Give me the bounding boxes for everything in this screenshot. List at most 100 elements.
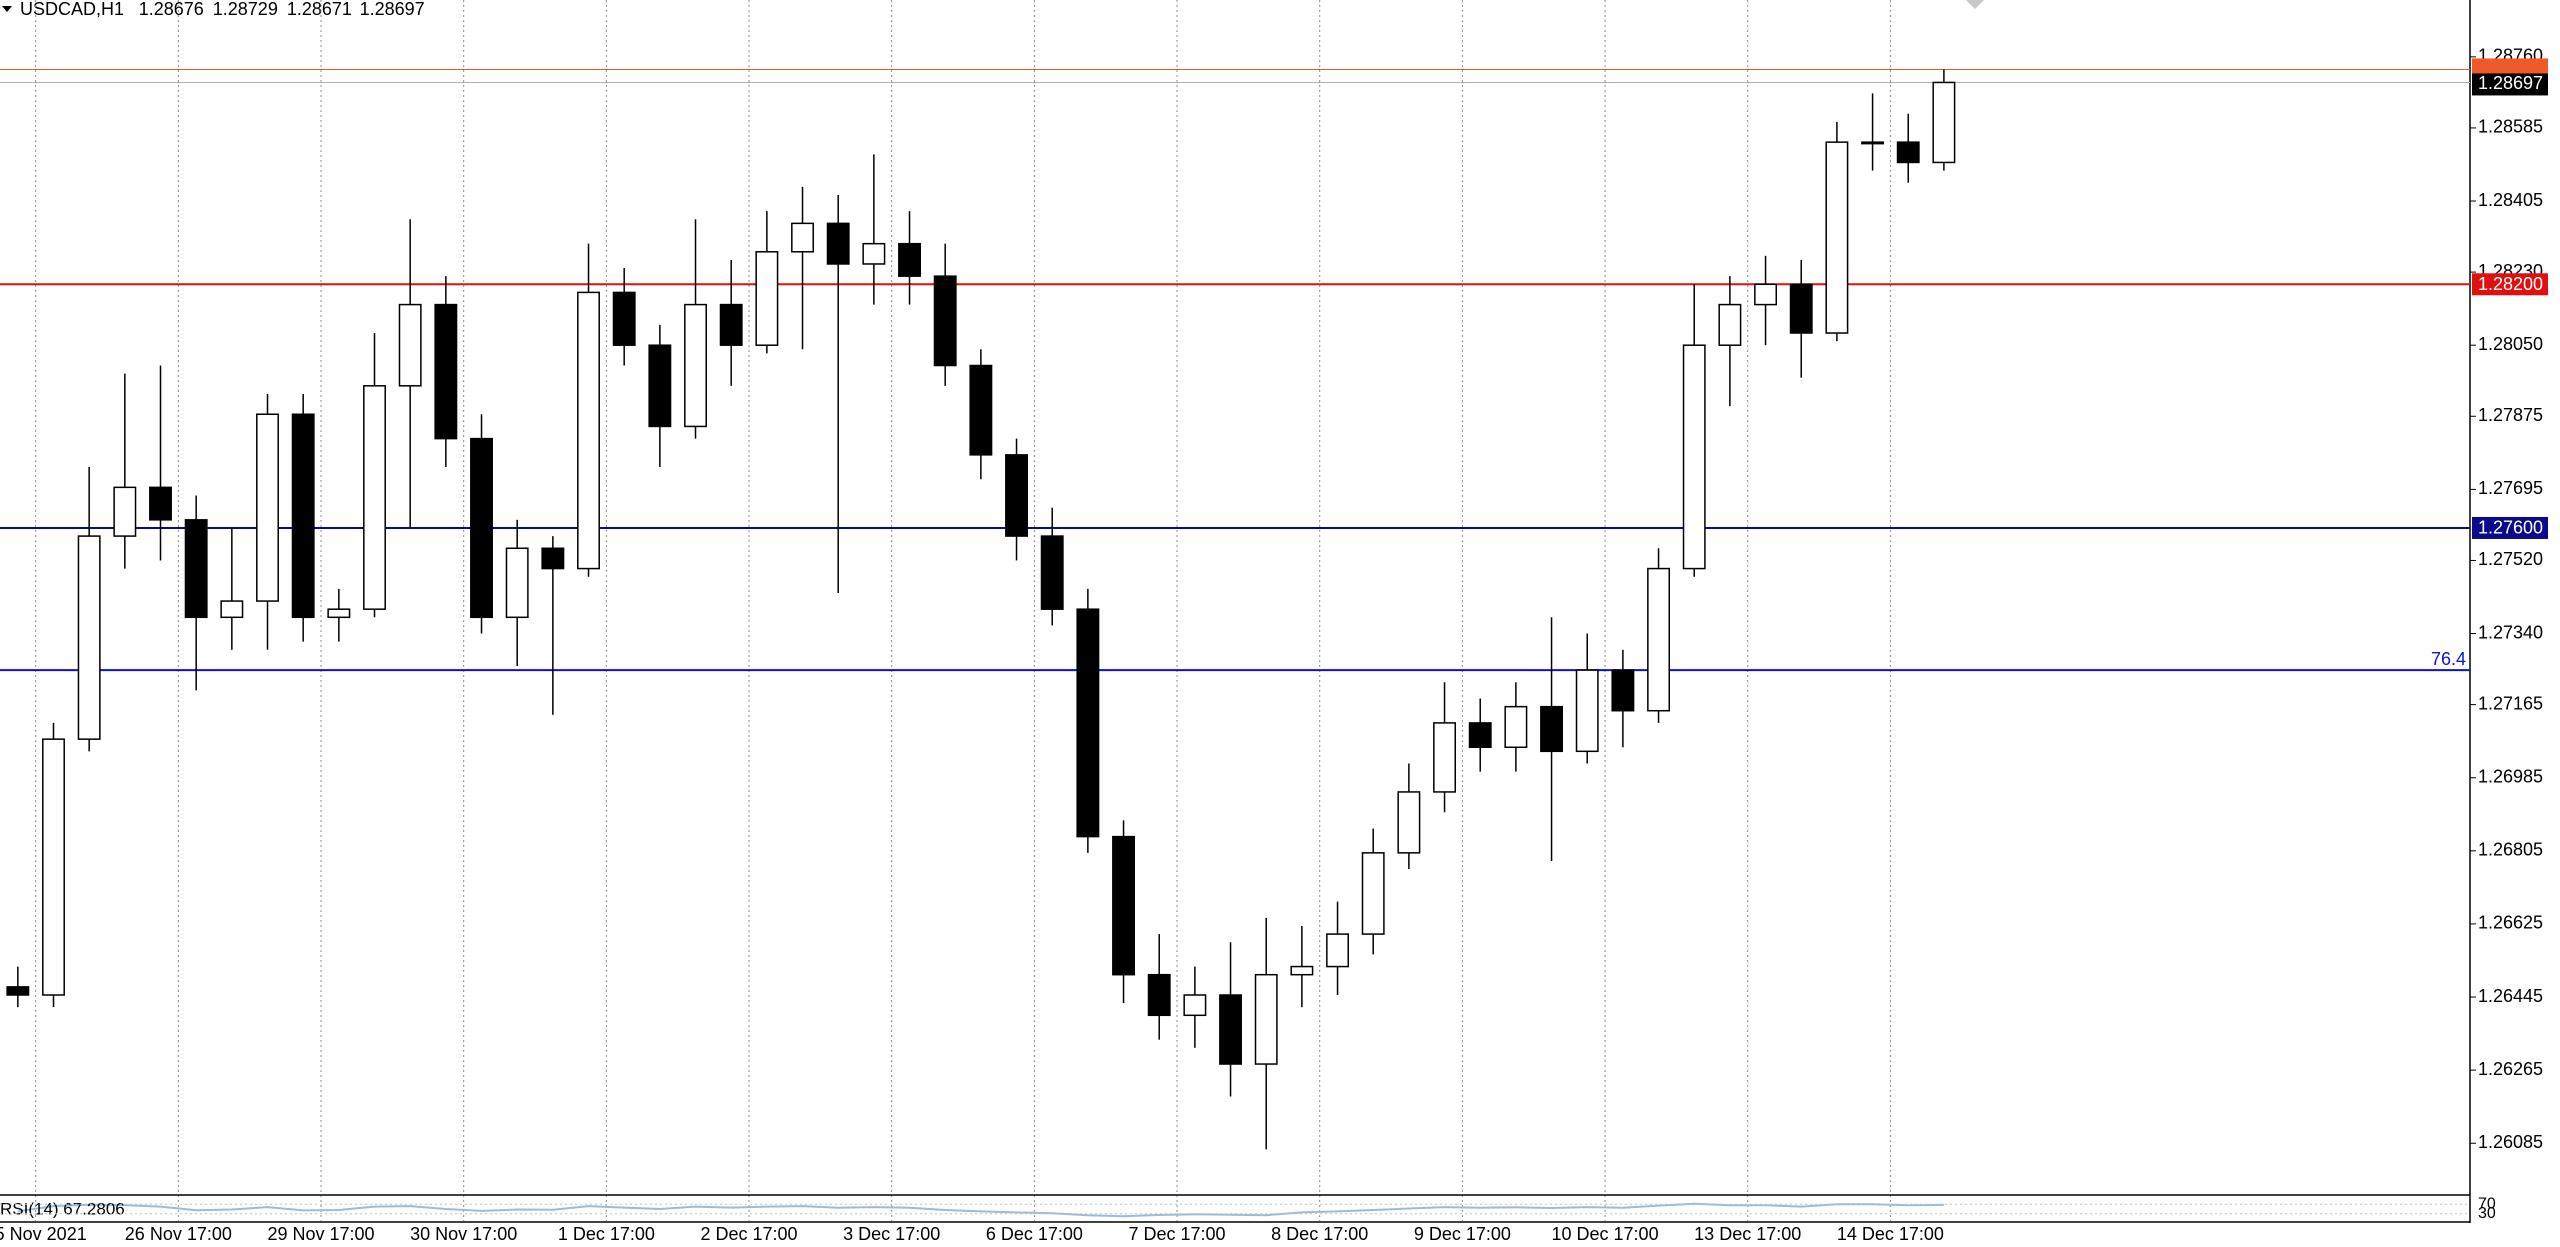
- rsi-line: [17, 1202, 1944, 1218]
- candle-body: [1575, 669, 1599, 753]
- candle-body: [1361, 852, 1385, 935]
- candle-body: [1254, 973, 1278, 1065]
- candle-body: [1112, 835, 1135, 976]
- y-tick-label: 1.26985: [2478, 766, 2543, 786]
- x-tick-label: 1 Dec 17:00: [558, 1224, 655, 1244]
- header-value: 1.28729: [213, 0, 278, 19]
- x-tick-label: 26 Nov 17:00: [125, 1224, 232, 1244]
- x-tick-label: 13 Dec 17:00: [1694, 1224, 1801, 1244]
- candle-body: [1754, 283, 1778, 306]
- candle-body: [719, 303, 743, 346]
- y-tick-label: 1.26445: [2478, 986, 2543, 1006]
- candle-body: [1647, 567, 1671, 712]
- y-tick-label: 1.27165: [2478, 693, 2543, 713]
- candle-body: [1861, 141, 1885, 145]
- candle-body: [1504, 705, 1528, 749]
- candle-body: [755, 251, 779, 346]
- candle-body: [77, 535, 101, 740]
- candle-body: [398, 303, 422, 387]
- x-tick-label: 6 Dec 17:00: [986, 1224, 1083, 1244]
- level-tag: [2472, 273, 2548, 296]
- header-value: 1.28671: [287, 0, 352, 19]
- x-tick-label: 7 Dec 17:00: [1129, 1224, 1226, 1244]
- rsi-label: RSI(14) 67.2806: [0, 1199, 125, 1218]
- level-tag: [2472, 516, 2548, 539]
- x-tick-label: 29 Nov 17:00: [267, 1224, 374, 1244]
- y-tick-label: 1.27695: [2478, 478, 2543, 498]
- x-tick-label: 25 Nov 2021: [0, 1224, 87, 1244]
- header-value: 1.28676: [139, 0, 204, 19]
- candle-body: [1468, 722, 1492, 749]
- candle-body: [1147, 973, 1171, 1017]
- candle-body: [42, 738, 65, 996]
- candle-body: [969, 364, 993, 456]
- candle-body: [184, 519, 208, 619]
- candle-body: [470, 437, 493, 619]
- candle-body: [826, 222, 850, 265]
- candle-body: [1825, 141, 1849, 334]
- x-tick-label: 30 Nov 17:00: [410, 1224, 517, 1244]
- y-tick-label: 1.26805: [2478, 840, 2543, 860]
- candle-body: [1433, 722, 1456, 793]
- y-tick-label: 1.28405: [2478, 190, 2543, 210]
- candle-body: [327, 608, 351, 619]
- candle-body: [1540, 705, 1564, 753]
- candle-body: [6, 986, 30, 996]
- candle-body: [363, 385, 386, 610]
- y-tick-label: 1.26625: [2478, 913, 2543, 933]
- candle-body: [791, 222, 814, 253]
- y-tick-label: 1.28050: [2478, 334, 2543, 354]
- candle-body: [612, 291, 636, 346]
- candle-body: [1611, 669, 1635, 712]
- candle-body: [1076, 608, 1100, 838]
- level-label: 1.27600: [2478, 518, 2543, 538]
- candle-body: [434, 303, 458, 440]
- header-value: 1.28697: [360, 0, 425, 19]
- candle-body: [684, 303, 707, 428]
- y-tick-label: 1.27520: [2478, 549, 2543, 569]
- y-tick-label: 1.27875: [2478, 405, 2543, 425]
- candle-body: [256, 413, 279, 602]
- candle-body: [291, 413, 315, 619]
- fib-label: 76.4: [2431, 649, 2466, 669]
- candle-body: [1789, 283, 1813, 334]
- candle-body: [898, 242, 921, 277]
- x-tick-label: 14 Dec 17:00: [1837, 1224, 1944, 1244]
- x-tick-label: 8 Dec 17:00: [1271, 1224, 1368, 1244]
- x-tick-label: 2 Dec 17:00: [700, 1224, 797, 1244]
- menu-triangle[interactable]: [2, 6, 12, 12]
- candle-body: [1682, 344, 1706, 570]
- candle-body: [648, 344, 672, 428]
- candle-body: [1932, 81, 1956, 164]
- candle-body: [1718, 303, 1742, 346]
- candle-body: [1397, 791, 1421, 854]
- candle-body: [113, 486, 137, 537]
- bid-tag: [2472, 73, 2548, 96]
- x-tick-label: 10 Dec 17:00: [1552, 1224, 1659, 1244]
- candle-body: [577, 291, 600, 570]
- chart-header: USDCAD,H1 1.28676 1.28729 1.28671 1.28697: [20, 0, 425, 19]
- candle-body: [1183, 994, 1207, 1017]
- candle-body: [1005, 454, 1028, 537]
- candle-body: [862, 242, 886, 265]
- rsi-tick-label: 70: [2478, 1195, 2496, 1212]
- symbol: USDCAD,H1: [20, 0, 124, 19]
- y-tick-label: 1.28585: [2478, 117, 2543, 137]
- candle-body: [933, 275, 957, 367]
- candle-body: [1219, 994, 1242, 1065]
- candle-body: [1290, 965, 1314, 976]
- rsi-tick-label: 30: [2478, 1205, 2496, 1222]
- candle-body: [220, 600, 244, 619]
- shift-marker[interactable]: [1966, 0, 1984, 9]
- candle-body: [149, 486, 172, 521]
- candle-body: [541, 547, 565, 570]
- candle-body: [1326, 933, 1349, 968]
- x-tick-label: 3 Dec 17:00: [843, 1224, 940, 1244]
- bid-label: 1.28697: [2478, 73, 2543, 93]
- candle-body: [505, 547, 529, 619]
- y-tick-label: 1.26265: [2478, 1059, 2543, 1079]
- candle-body: [1896, 141, 1920, 164]
